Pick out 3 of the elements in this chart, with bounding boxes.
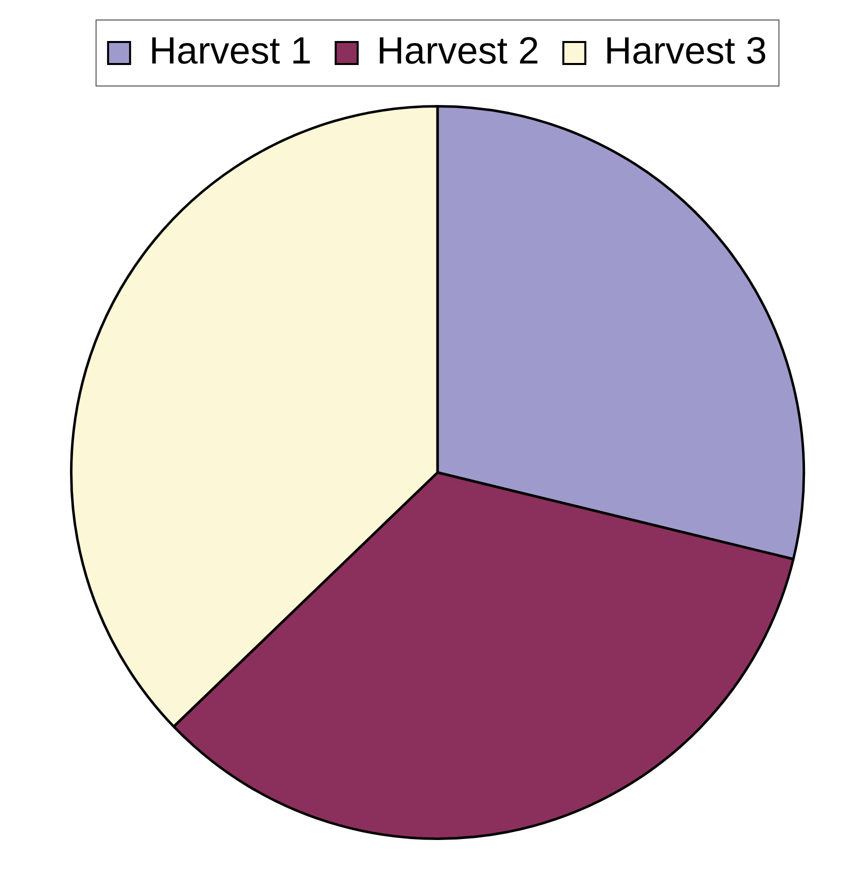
legend-label: Harvest 3 (604, 30, 767, 72)
legend-label: Harvest 1 (149, 30, 312, 72)
legend-label: Harvest 2 (376, 30, 540, 72)
